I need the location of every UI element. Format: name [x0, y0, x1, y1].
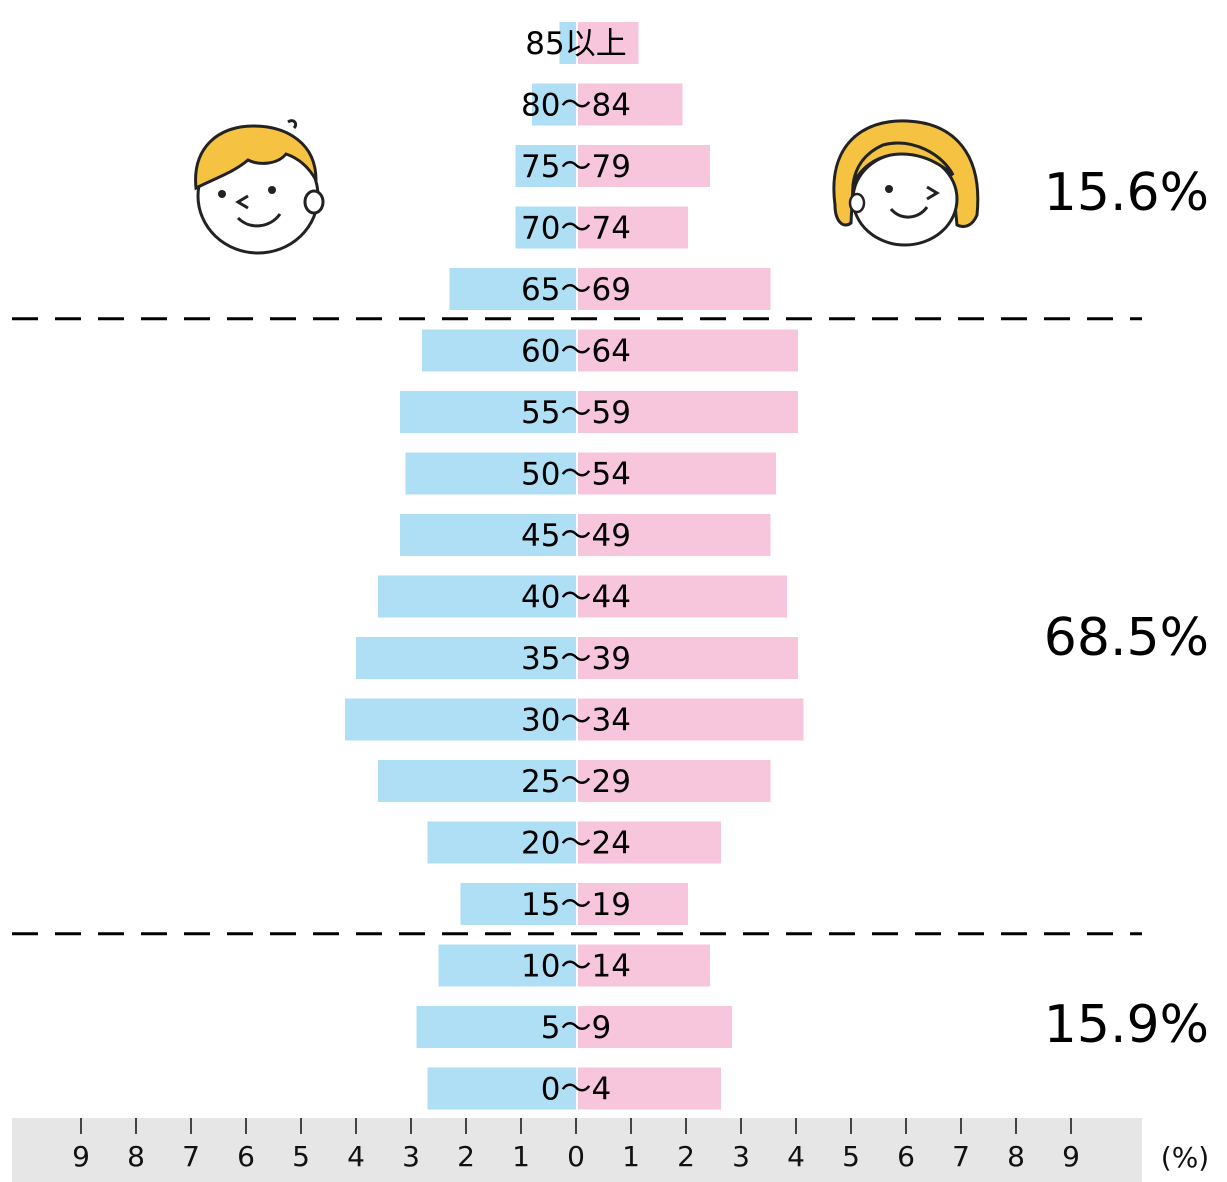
x-tick-label-3: 6: [237, 1140, 255, 1173]
bar-male-5: [422, 329, 576, 372]
bar-male-1: [532, 83, 576, 126]
bar-male-13: [427, 821, 576, 864]
x-tick-label-1: 8: [127, 1140, 145, 1173]
x-tick-label-15: 6: [897, 1140, 915, 1173]
x-tick-label-0: 9: [72, 1140, 90, 1173]
bar-female-0: [578, 22, 639, 64]
group-pct-working: 68.5%: [1044, 608, 1209, 668]
bar-female-1: [578, 83, 683, 126]
group-pct-youth: 15.9%: [1044, 995, 1209, 1055]
dividers-layer: [12, 317, 1142, 936]
age-label-12: 25〜29: [521, 764, 631, 800]
x-tick-label-4: 5: [292, 1140, 310, 1173]
bar-male-2: [515, 145, 576, 187]
bar-female-14: [578, 883, 688, 925]
bar-male-8: [400, 514, 576, 556]
girl-face-icon: [832, 119, 980, 247]
bar-female-12: [578, 760, 771, 802]
bar-female-4: [578, 268, 771, 310]
x-tick-label-10: 1: [622, 1140, 640, 1173]
age-labels-layer: 85以上 80〜84 75〜79 70〜74 65〜69 60〜64 55〜59 50〜54 4…: [521, 26, 631, 1108]
age-label-0: 85以上: [525, 26, 626, 62]
age-label-13: 20〜24: [521, 826, 631, 862]
x-tick-label-11: 2: [677, 1140, 695, 1173]
group-pct-elderly: 15.6%: [1044, 163, 1209, 223]
bar-female-7: [578, 452, 776, 495]
x-tick-label-12: 3: [732, 1140, 750, 1173]
bar-male-15: [438, 944, 576, 987]
x-tick-label-8: 1: [512, 1140, 530, 1173]
age-label-14: 15〜19: [521, 887, 631, 923]
age-label-10: 35〜39: [521, 641, 631, 677]
bar-female-6: [578, 391, 798, 433]
bar-female-15: [578, 944, 710, 987]
x-tick-label-6: 3: [402, 1140, 420, 1173]
age-label-3: 70〜74: [521, 211, 631, 247]
x-tick-label-5: 4: [347, 1140, 365, 1173]
x-unit-label: (%): [1161, 1141, 1209, 1174]
x-tick-label-14: 5: [842, 1140, 860, 1173]
age-label-15: 10〜14: [521, 949, 631, 985]
age-label-4: 65〜69: [521, 272, 631, 308]
bar-female-11: [578, 698, 804, 741]
age-label-7: 50〜54: [521, 457, 631, 493]
bar-male-16: [416, 1006, 576, 1048]
bar-female-3: [578, 206, 688, 249]
bar-male-3: [515, 206, 576, 249]
age-label-11: 30〜34: [521, 703, 631, 739]
age-label-9: 40〜44: [521, 580, 631, 616]
age-label-2: 75〜79: [521, 149, 631, 185]
bar-female-17: [578, 1067, 721, 1110]
bar-female-10: [578, 637, 798, 679]
x-axis: 9 8 7 6 5 4 3 2 1 0 1 2 3 4 5 6 7 8 9: [12, 1118, 1142, 1182]
bar-male-11: [345, 698, 576, 741]
bar-male-12: [378, 760, 576, 802]
bar-male-14: [460, 883, 576, 925]
age-label-8: 45〜49: [521, 518, 631, 554]
bar-male-4: [449, 268, 576, 310]
age-label-16: 5〜9: [541, 1010, 611, 1046]
bars-layer: [345, 22, 804, 1110]
x-tick-label-18: 9: [1062, 1140, 1080, 1173]
bar-male-7: [405, 452, 576, 495]
bar-female-2: [578, 145, 710, 187]
bar-male-9: [378, 575, 576, 618]
boy-face-icon: [194, 119, 325, 255]
bar-male-17: [427, 1067, 576, 1110]
age-label-1: 80〜84: [521, 88, 631, 124]
bar-male-0: [559, 22, 576, 64]
bar-female-9: [578, 575, 787, 618]
age-label-6: 55〜59: [521, 395, 631, 431]
x-tick-label-13: 4: [787, 1140, 805, 1173]
x-tick-label-17: 8: [1007, 1140, 1025, 1173]
bar-female-13: [578, 821, 721, 864]
bar-male-6: [400, 391, 576, 433]
bar-female-8: [578, 514, 771, 556]
age-label-17: 0〜4: [541, 1072, 611, 1108]
bar-female-5: [578, 329, 798, 372]
x-tick-label-7: 2: [457, 1140, 475, 1173]
age-label-5: 60〜64: [521, 334, 631, 370]
x-tick-label-2: 7: [182, 1140, 200, 1173]
x-tick-label-16: 7: [952, 1140, 970, 1173]
x-tick-label-9: 0: [567, 1140, 585, 1173]
bar-female-16: [578, 1006, 732, 1048]
bar-male-10: [356, 637, 576, 679]
